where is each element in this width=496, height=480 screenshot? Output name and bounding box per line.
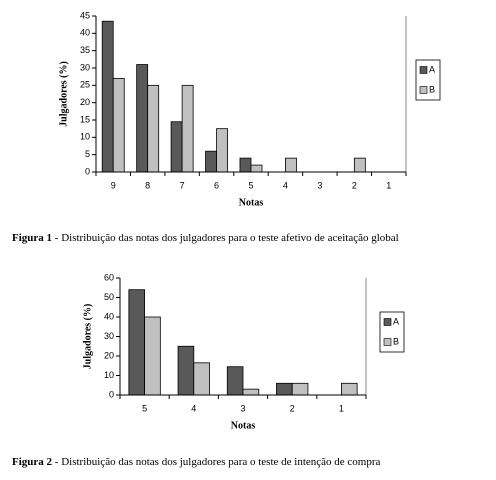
y-tick-label: 20 <box>80 97 90 107</box>
bar <box>144 316 161 396</box>
bar <box>250 164 263 173</box>
bar <box>136 64 149 173</box>
y-tick-label: 50 <box>104 292 114 302</box>
caption-label: Figura 2 <box>12 456 53 468</box>
bar <box>101 20 114 173</box>
legend-box <box>415 59 441 101</box>
y-tick-label: 40 <box>104 311 114 321</box>
bar <box>239 157 252 173</box>
x-axis-title: Notas <box>239 197 264 208</box>
x-tick-label: 9 <box>111 180 116 190</box>
y-axis-title: Julgadores (%) <box>82 304 93 370</box>
y-tick-label: 30 <box>80 62 90 72</box>
bar <box>226 366 244 396</box>
x-tick-label: 5 <box>142 403 147 413</box>
y-tick-label: 15 <box>80 114 90 124</box>
bar <box>128 289 146 396</box>
x-tick-label: 5 <box>248 180 253 190</box>
legend-label: A <box>393 316 399 326</box>
legend-label: A <box>429 64 435 74</box>
legend-swatch <box>383 318 392 326</box>
bar <box>340 382 358 396</box>
x-tick-label: 7 <box>180 180 185 190</box>
legend-label: B <box>393 336 399 346</box>
x-tick-label: 2 <box>290 403 295 413</box>
y-axis-title: Julgadores (%) <box>58 61 69 127</box>
caption: Figura 2 - Distribuição das notas dos ju… <box>12 456 381 468</box>
y-tick-label: 0 <box>85 166 90 176</box>
y-tick-label: 0 <box>109 389 114 399</box>
x-tick-label: 1 <box>339 403 344 413</box>
y-tick-label: 35 <box>80 45 90 55</box>
caption-text: - Distribuição das notas dos julgadores … <box>52 456 380 468</box>
y-tick-label: 40 <box>80 28 90 38</box>
x-tick-label: 4 <box>191 403 196 413</box>
y-tick-label: 25 <box>80 80 90 90</box>
bar <box>170 121 183 173</box>
legend-swatch <box>419 66 428 74</box>
bar <box>242 388 260 396</box>
y-tick-label: 45 <box>80 10 90 20</box>
x-tick-label: 4 <box>283 180 288 190</box>
x-tick-label: 1 <box>386 180 391 190</box>
legend-swatch <box>383 338 392 346</box>
y-tick-label: 5 <box>85 149 90 159</box>
bar <box>216 128 228 173</box>
bar <box>276 382 293 396</box>
x-tick-label: 2 <box>352 180 357 190</box>
y-tick-label: 30 <box>104 331 114 341</box>
x-tick-label: 3 <box>317 180 322 190</box>
bar <box>353 157 366 173</box>
x-tick-label: 3 <box>240 403 245 413</box>
caption: Figura 1 - Distribuição das notas dos ju… <box>12 232 399 244</box>
bar <box>285 157 297 173</box>
caption-text: - Distribuição das notas dos julgadores … <box>52 232 399 244</box>
x-axis-title: Notas <box>231 420 256 431</box>
legend-label: B <box>429 84 435 94</box>
bar <box>177 345 195 396</box>
x-tick-label: 8 <box>145 180 150 190</box>
bar <box>291 382 309 396</box>
bar <box>193 362 210 396</box>
bar <box>112 78 125 173</box>
bar <box>181 84 194 173</box>
x-tick-label: 6 <box>214 180 219 190</box>
caption-label: Figura 1 <box>12 232 52 244</box>
y-tick-label: 10 <box>80 132 90 142</box>
y-tick-label: 20 <box>104 350 114 360</box>
legend-box <box>379 311 405 353</box>
y-tick-label: 60 <box>104 272 114 282</box>
bar <box>147 84 160 173</box>
y-tick-label: 10 <box>104 370 114 380</box>
legend-swatch <box>419 86 428 94</box>
bar <box>205 150 217 173</box>
